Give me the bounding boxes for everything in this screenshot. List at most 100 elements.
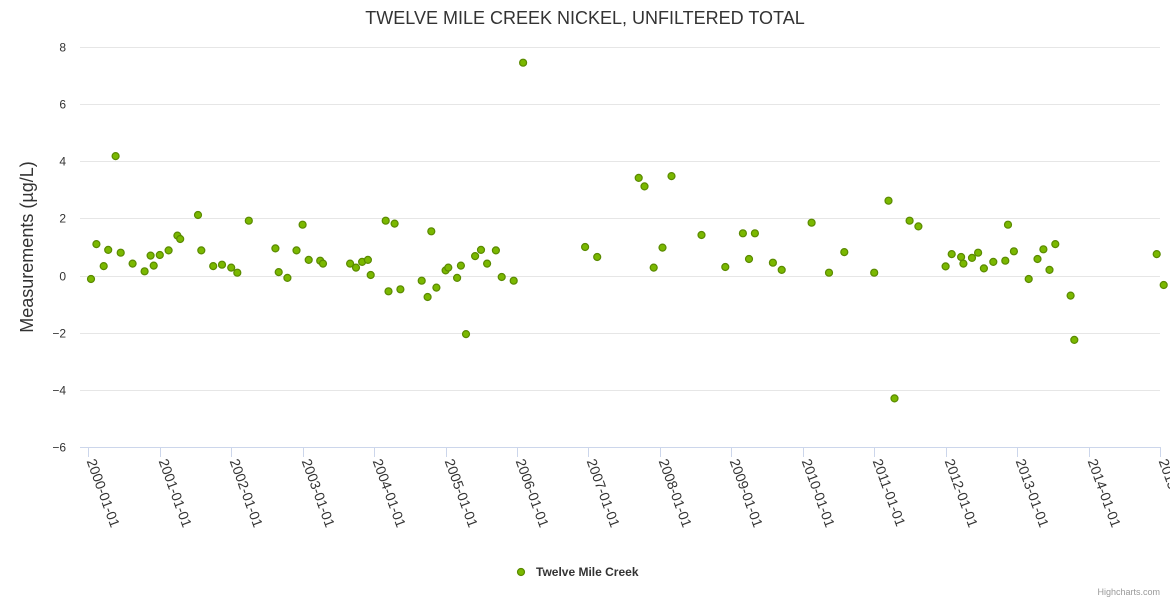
data-point[interactable] bbox=[491, 246, 500, 255]
data-point[interactable] bbox=[1033, 254, 1042, 264]
data-point[interactable] bbox=[423, 292, 432, 302]
data-point[interactable] bbox=[116, 248, 125, 257]
series-twelve-mile-creek[interactable] bbox=[86, 58, 1170, 403]
data-point[interactable] bbox=[164, 246, 173, 255]
data-point[interactable] bbox=[318, 259, 328, 268]
data-point[interactable] bbox=[884, 196, 893, 205]
data-point[interactable] bbox=[1045, 265, 1054, 274]
data-point[interactable] bbox=[304, 255, 313, 264]
data-point[interactable] bbox=[667, 172, 676, 181]
data-point[interactable] bbox=[104, 245, 113, 254]
data-point[interactable] bbox=[140, 267, 149, 276]
data-point[interactable] bbox=[1066, 291, 1075, 300]
data-point[interactable] bbox=[471, 252, 480, 261]
data-point[interactable] bbox=[390, 219, 399, 228]
data-point[interactable] bbox=[744, 254, 754, 264]
data-point[interactable] bbox=[1009, 247, 1019, 256]
data-point[interactable] bbox=[384, 287, 393, 296]
data-point[interactable] bbox=[697, 230, 706, 240]
data-point[interactable] bbox=[111, 152, 120, 161]
data-point[interactable] bbox=[197, 246, 206, 255]
data-point[interactable] bbox=[1001, 256, 1010, 265]
data-point[interactable] bbox=[346, 259, 355, 268]
data-point[interactable] bbox=[1152, 250, 1161, 259]
data-point[interactable] bbox=[444, 263, 453, 272]
data-point[interactable] bbox=[941, 262, 950, 271]
data-point[interactable] bbox=[146, 251, 155, 260]
data-point[interactable] bbox=[807, 218, 816, 227]
data-point[interactable] bbox=[824, 268, 834, 277]
data-point[interactable] bbox=[217, 260, 227, 269]
data-point[interactable] bbox=[956, 252, 966, 262]
data-point[interactable] bbox=[483, 259, 492, 268]
data-point[interactable] bbox=[233, 268, 242, 277]
data-point[interactable] bbox=[634, 173, 643, 182]
y-tick-label: −4 bbox=[52, 384, 66, 398]
data-point[interactable] bbox=[914, 222, 923, 231]
data-point[interactable] bbox=[840, 248, 849, 257]
data-point[interactable] bbox=[497, 272, 506, 282]
data-point[interactable] bbox=[227, 263, 236, 272]
data-point[interactable] bbox=[86, 274, 96, 284]
data-point[interactable] bbox=[1003, 220, 1013, 229]
data-point[interactable] bbox=[99, 262, 108, 271]
data-point[interactable] bbox=[274, 268, 283, 277]
data-point[interactable] bbox=[518, 58, 528, 67]
data-point[interactable] bbox=[890, 394, 899, 403]
data-point[interactable] bbox=[381, 216, 390, 225]
data-point[interactable] bbox=[973, 248, 983, 257]
data-point[interactable] bbox=[947, 250, 956, 259]
data-point[interactable] bbox=[738, 229, 748, 238]
data-point[interactable] bbox=[128, 259, 137, 268]
data-point[interactable] bbox=[271, 244, 280, 253]
data-point[interactable] bbox=[149, 261, 158, 270]
data-point[interactable] bbox=[155, 250, 164, 260]
data-point[interactable] bbox=[1070, 335, 1079, 344]
data-point[interactable] bbox=[366, 270, 375, 280]
data-point[interactable] bbox=[396, 285, 405, 294]
data-point[interactable] bbox=[1159, 280, 1168, 290]
data-point[interactable] bbox=[351, 263, 361, 272]
data-point[interactable] bbox=[509, 276, 518, 285]
data-point[interactable] bbox=[176, 234, 185, 244]
data-point[interactable] bbox=[456, 261, 465, 270]
data-point[interactable] bbox=[292, 246, 301, 255]
data-point[interactable] bbox=[432, 283, 441, 292]
data-point[interactable] bbox=[967, 253, 977, 262]
data-point[interactable] bbox=[658, 243, 667, 252]
data-point[interactable] bbox=[580, 242, 590, 252]
data-point[interactable] bbox=[453, 273, 462, 282]
credits-link[interactable]: Highcharts.com bbox=[1097, 587, 1160, 597]
data-point[interactable] bbox=[768, 258, 778, 267]
x-tick-label: 2007-01-01 bbox=[584, 457, 624, 530]
data-point[interactable] bbox=[461, 330, 471, 339]
data-point[interactable] bbox=[1024, 274, 1033, 284]
data-point[interactable] bbox=[640, 182, 649, 191]
data-point[interactable] bbox=[209, 262, 218, 271]
data-point[interactable] bbox=[417, 276, 426, 285]
legend[interactable]: Twelve Mile Creek bbox=[516, 565, 639, 579]
data-point[interactable] bbox=[721, 262, 730, 272]
x-tick-label: 2008-01-01 bbox=[656, 457, 696, 530]
data-point[interactable] bbox=[750, 229, 760, 238]
data-point[interactable] bbox=[1039, 245, 1048, 254]
data-point[interactable] bbox=[870, 268, 879, 277]
data-point[interactable] bbox=[92, 240, 101, 249]
data-point[interactable] bbox=[989, 257, 998, 266]
data-point[interactable] bbox=[593, 252, 602, 262]
data-point[interactable] bbox=[777, 265, 786, 274]
legend-label[interactable]: Twelve Mile Creek bbox=[536, 565, 639, 579]
data-point[interactable] bbox=[193, 210, 203, 220]
data-point[interactable] bbox=[1051, 240, 1060, 249]
data-point[interactable] bbox=[298, 220, 307, 229]
data-point[interactable] bbox=[283, 273, 292, 282]
data-point[interactable] bbox=[244, 216, 253, 225]
data-point[interactable] bbox=[649, 263, 658, 272]
data-point[interactable] bbox=[959, 259, 968, 268]
data-point[interactable] bbox=[363, 255, 372, 264]
y-axis-label: Measurements (µg/L) bbox=[17, 161, 37, 332]
data-point[interactable] bbox=[905, 216, 914, 225]
data-point[interactable] bbox=[476, 245, 486, 254]
data-point[interactable] bbox=[427, 227, 436, 236]
data-point[interactable] bbox=[979, 264, 989, 273]
